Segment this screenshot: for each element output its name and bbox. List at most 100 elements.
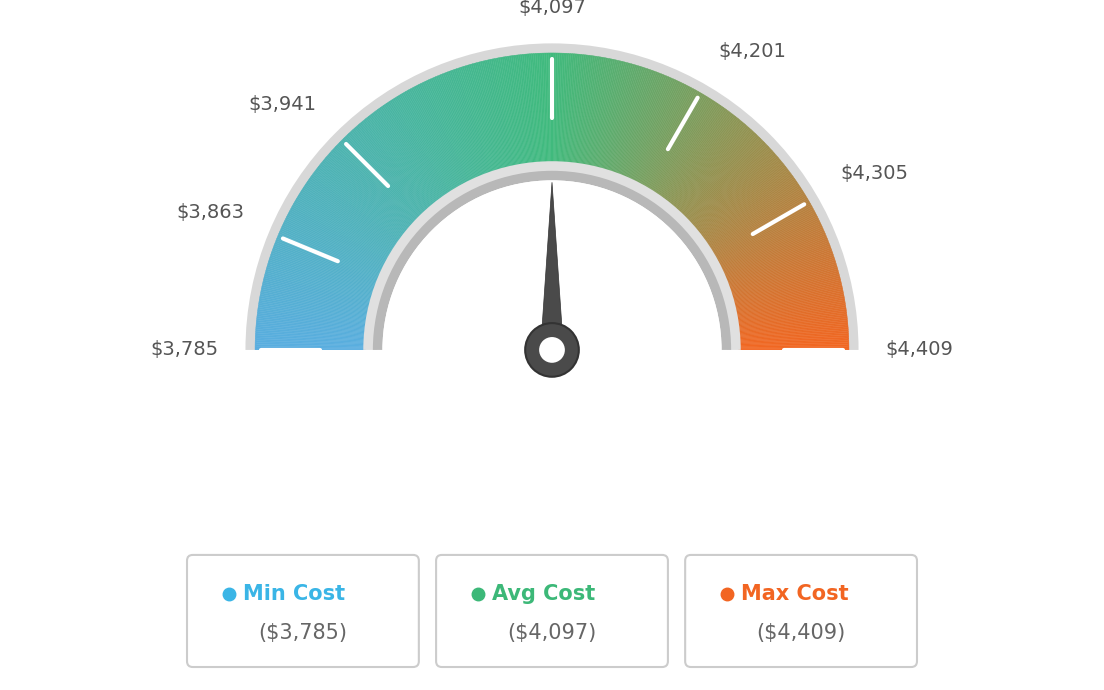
Wedge shape [348,133,424,215]
Wedge shape [307,181,399,245]
Wedge shape [614,70,652,174]
Wedge shape [272,251,375,289]
Wedge shape [736,305,846,323]
Wedge shape [596,61,624,168]
Wedge shape [733,274,840,304]
Wedge shape [403,92,459,188]
Wedge shape [678,131,754,213]
Wedge shape [287,215,385,266]
Wedge shape [539,53,545,164]
Wedge shape [721,221,820,270]
Wedge shape [329,152,413,226]
Wedge shape [672,124,745,208]
Wedge shape [702,174,793,240]
Wedge shape [668,117,737,204]
Wedge shape [638,86,690,184]
Wedge shape [293,204,390,259]
Wedge shape [385,104,448,195]
Wedge shape [478,62,507,169]
Wedge shape [584,57,604,166]
Wedge shape [725,237,827,280]
Wedge shape [272,249,376,288]
Wedge shape [698,164,784,234]
Wedge shape [735,290,843,314]
Wedge shape [709,189,803,250]
Wedge shape [346,135,423,215]
Wedge shape [306,183,397,246]
Wedge shape [257,311,367,326]
Wedge shape [316,168,404,237]
Wedge shape [739,339,849,344]
Wedge shape [677,130,753,212]
Text: Avg Cost: Avg Cost [491,584,595,604]
Wedge shape [390,100,450,193]
Wedge shape [682,137,761,217]
Wedge shape [691,150,774,226]
Wedge shape [679,132,755,214]
Wedge shape [341,140,420,219]
Wedge shape [573,55,587,164]
Wedge shape [278,232,381,277]
Wedge shape [522,55,534,164]
Wedge shape [597,62,626,169]
Wedge shape [279,230,381,276]
Wedge shape [687,144,767,221]
Wedge shape [487,60,512,168]
Wedge shape [569,54,580,164]
Circle shape [526,323,578,377]
Wedge shape [626,77,671,179]
Wedge shape [722,225,822,273]
Wedge shape [509,56,527,165]
Wedge shape [607,66,643,172]
Wedge shape [389,101,450,194]
Wedge shape [314,171,403,238]
Wedge shape [733,279,841,307]
Wedge shape [393,98,453,193]
Wedge shape [500,57,520,166]
Wedge shape [736,298,845,318]
Wedge shape [414,86,466,184]
Wedge shape [448,71,488,175]
Wedge shape [714,202,810,258]
Wedge shape [258,305,368,323]
Wedge shape [670,120,741,206]
Wedge shape [641,89,696,186]
Wedge shape [412,87,465,185]
Wedge shape [586,58,607,166]
Wedge shape [280,228,382,275]
Wedge shape [572,55,585,164]
Wedge shape [278,234,380,278]
Wedge shape [728,249,832,288]
Wedge shape [708,186,800,248]
Wedge shape [707,183,798,246]
Wedge shape [566,54,576,164]
Wedge shape [715,207,814,261]
Wedge shape [636,84,687,184]
Wedge shape [373,112,440,201]
Wedge shape [668,117,739,204]
Wedge shape [555,53,560,163]
Wedge shape [705,181,797,245]
Wedge shape [713,199,808,256]
Wedge shape [657,104,721,196]
Wedge shape [724,234,826,278]
Wedge shape [429,79,476,180]
Wedge shape [689,148,771,224]
Wedge shape [342,139,421,218]
Wedge shape [350,131,426,213]
Wedge shape [719,215,817,266]
Wedge shape [502,57,521,166]
Wedge shape [296,197,392,255]
Wedge shape [262,285,370,310]
Wedge shape [273,246,378,286]
Wedge shape [585,57,606,166]
Wedge shape [656,104,719,195]
Wedge shape [461,66,497,172]
Wedge shape [734,282,841,308]
Wedge shape [651,98,711,193]
Wedge shape [718,213,817,265]
Wedge shape [593,60,618,168]
Wedge shape [692,154,776,227]
Wedge shape [270,253,375,290]
Text: $3,941: $3,941 [248,95,316,115]
